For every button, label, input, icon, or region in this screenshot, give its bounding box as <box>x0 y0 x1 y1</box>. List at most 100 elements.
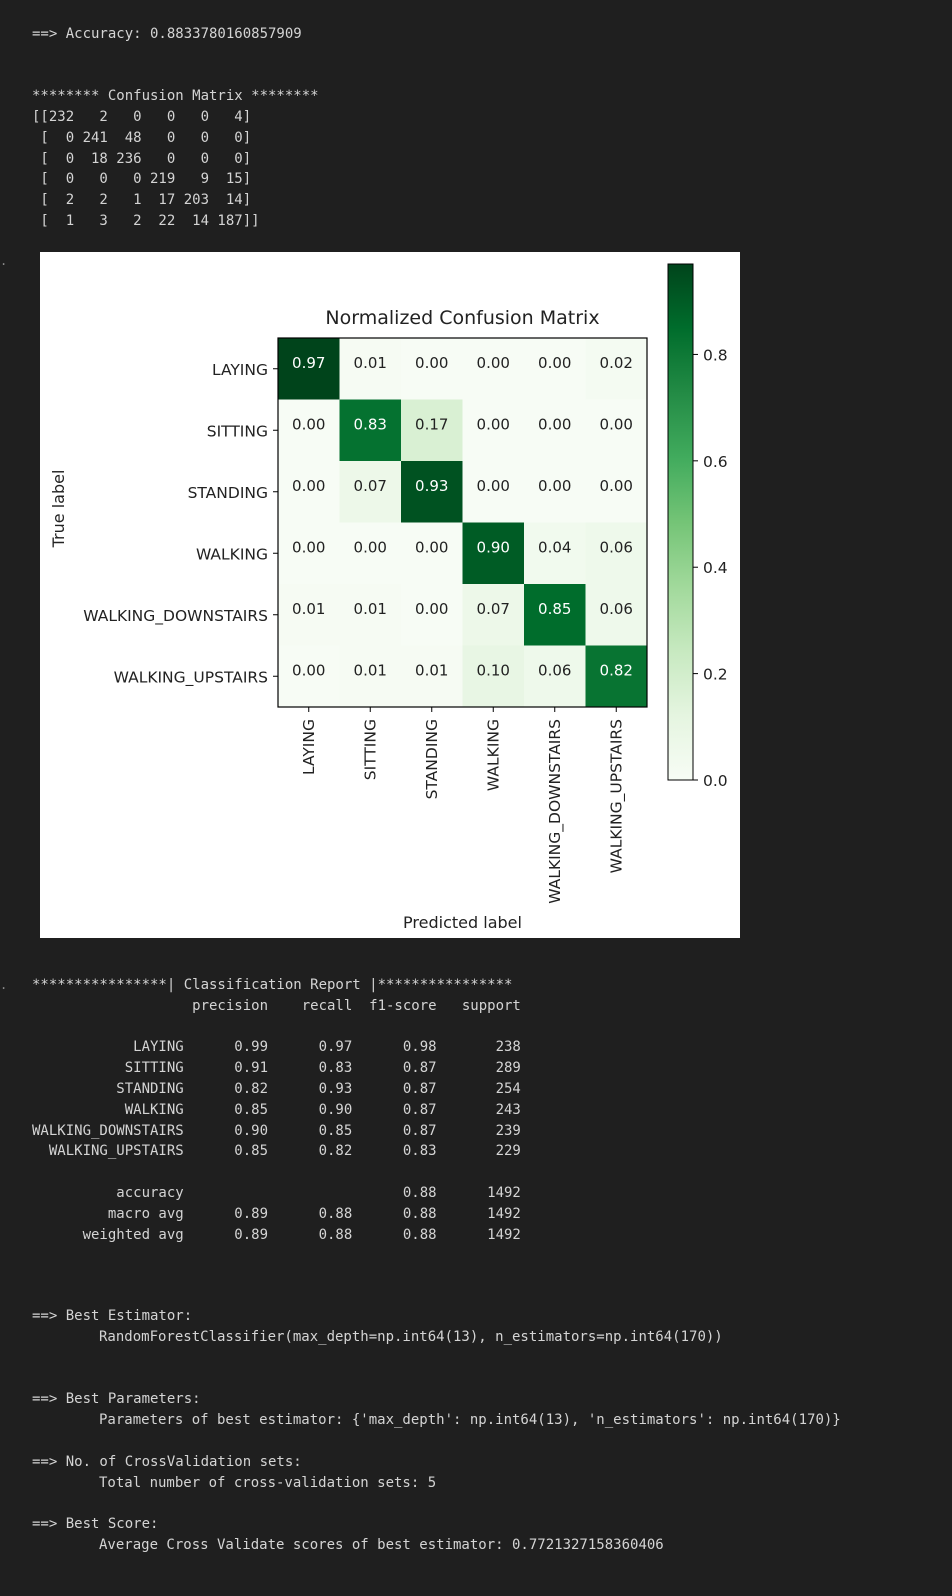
heatmap-cell <box>524 399 586 462</box>
cell-value-label: 0.01 <box>415 661 448 679</box>
cell-value-label: 0.00 <box>292 538 325 556</box>
heatmap-cell <box>462 522 525 585</box>
heatmap-cell <box>278 584 340 646</box>
heatmap-cell <box>339 584 402 646</box>
cell-value-label: 0.01 <box>354 600 387 618</box>
heatmap-cell <box>278 338 340 400</box>
best-parameters-label: ==> Best Parameters: <box>32 1391 201 1407</box>
x-tick-label: WALKING_DOWNSTAIRS <box>546 719 565 904</box>
heatmap-svg: Normalized Confusion Matrix 0.97 0.01 0.00 0… <box>49 263 728 932</box>
heatmap-cell <box>278 399 340 462</box>
colorbar-tick-label: 0.0 <box>703 772 728 790</box>
cell-value-label: 0.00 <box>292 415 325 433</box>
y-tick-label: WALKING_UPSTAIRS <box>114 668 268 687</box>
heatmap-cell <box>524 522 586 585</box>
heatmap-cell <box>339 461 402 523</box>
cell-value-label: 0.00 <box>415 538 448 556</box>
heatmap-cell <box>524 584 586 646</box>
x-tick-label: LAYING <box>300 719 318 775</box>
heatmap-cell <box>585 522 648 585</box>
best-score-value: Average Cross Validate scores of best es… <box>99 1537 664 1553</box>
best-estimator-label: ==> Best Estimator: <box>32 1308 193 1324</box>
heatmap-cell <box>278 461 340 523</box>
cell-value-label: 0.00 <box>292 661 325 679</box>
y-tick-label: SITTING <box>207 422 268 440</box>
cell-value-label: 0.00 <box>538 477 571 495</box>
cell-value-label: 0.00 <box>600 415 633 433</box>
heatmap-cell <box>585 461 648 523</box>
cell-value-label: 0.00 <box>354 538 387 556</box>
y-tick-label: WALKING <box>196 545 268 563</box>
cell-value-label: 0.00 <box>415 354 448 372</box>
cell-value-label: 0.00 <box>538 415 571 433</box>
cell-value-label: 0.97 <box>292 354 325 372</box>
cell-value-label: 0.00 <box>415 600 448 618</box>
accuracy-line: ==> Accuracy: 0.8833780160857909 <box>32 26 302 42</box>
cell-value-label: 0.83 <box>354 415 387 433</box>
colorbar-tick-label: 0.8 <box>703 346 728 364</box>
cell-value-label: 0.01 <box>354 354 387 372</box>
heatmap-cell <box>462 645 525 708</box>
x-axis-label: Predicted label <box>403 913 522 932</box>
cell-value-label: 0.00 <box>600 477 633 495</box>
heatmap-cell <box>585 399 648 462</box>
heatmap-cell <box>339 645 402 708</box>
cell-value-label: 0.06 <box>600 538 633 556</box>
heatmap-cell <box>278 522 340 585</box>
cv-sets-label: ==> No. of CrossValidation sets: <box>32 1454 302 1470</box>
cell-value-label: 0.90 <box>477 538 510 556</box>
heatmap-cell <box>401 338 463 400</box>
heatmap-cell <box>462 399 525 462</box>
heatmap-cell <box>524 338 586 400</box>
heatmap-cell <box>401 461 463 523</box>
cell-value-label: 0.00 <box>538 354 571 372</box>
heatmap-cell <box>462 461 525 523</box>
heatmap-cell <box>278 645 340 708</box>
cell-value-label: 0.17 <box>415 415 448 433</box>
cell-value-label: 0.06 <box>538 661 571 679</box>
best-score-label: ==> Best Score: <box>32 1516 159 1532</box>
y-tick-label: LAYING <box>212 361 268 379</box>
colorbar-tick-label: 0.4 <box>703 559 728 577</box>
x-tick-label: STANDING <box>423 719 441 799</box>
confusion-matrix-plot: Normalized Confusion Matrix 0.97 0.01 0.00 0… <box>40 252 740 938</box>
cell-value-label: 0.93 <box>415 477 448 495</box>
cell-value-label: 0.02 <box>600 354 633 372</box>
cell-value-label: 0.00 <box>477 415 510 433</box>
heatmap-cell <box>524 461 586 523</box>
heatmap-cell <box>339 399 402 462</box>
cell-value-label: 0.01 <box>292 600 325 618</box>
y-axis-label: True label <box>49 470 68 549</box>
heatmap-cell <box>339 338 402 400</box>
x-tick-label: SITTING <box>361 719 379 780</box>
cell-value-label: 0.01 <box>354 661 387 679</box>
y-tick-label: STANDING <box>188 484 268 502</box>
colorbar-tick-label: 0.2 <box>703 666 728 684</box>
x-tick-label: WALKING_UPSTAIRS <box>607 719 626 873</box>
cell-value-label: 0.85 <box>538 600 571 618</box>
heatmap-cell <box>524 645 586 708</box>
colorbar-tick-label: 0.6 <box>703 453 728 471</box>
cell-value-label: 0.07 <box>354 477 387 495</box>
output-marker: . <box>0 254 8 268</box>
confusion-matrix-text: [[232 2 0 0 0 4] [ 0 241 48 0 0 0] [ 0 1… <box>32 109 260 229</box>
heatmap-cell <box>585 338 648 400</box>
classification-report-text: ****************| Classification Report … <box>32 977 521 1243</box>
cell-value-label: 0.00 <box>477 354 510 372</box>
heatmap-cell <box>585 645 648 708</box>
heatmap-cell <box>462 584 525 646</box>
cell-value-label: 0.00 <box>477 477 510 495</box>
best-estimator-value: RandomForestClassifier(max_depth=np.int6… <box>99 1329 723 1345</box>
heatmap-cell <box>462 338 525 400</box>
heatmap-cell <box>585 584 648 646</box>
cell-value-label: 0.07 <box>477 600 510 618</box>
x-tick-label: WALKING <box>484 719 502 791</box>
y-tick-label: WALKING_DOWNSTAIRS <box>83 607 268 626</box>
confusion-matrix-header: ******** Confusion Matrix ******** <box>32 88 319 104</box>
heatmap-cell <box>339 522 402 585</box>
colorbar <box>667 263 694 781</box>
heatmap-cell <box>401 584 463 646</box>
cell-value-label: 0.10 <box>477 661 510 679</box>
cell-value-label: 0.06 <box>600 600 633 618</box>
heatmap-cell <box>401 522 463 585</box>
